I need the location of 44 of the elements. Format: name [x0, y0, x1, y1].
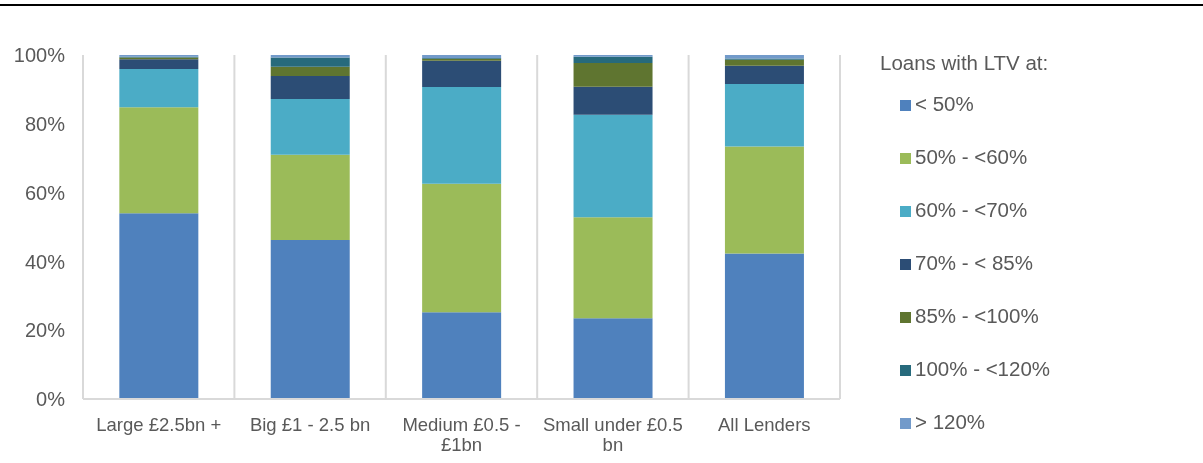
legend-label: 70% - < 85% — [915, 251, 1033, 274]
bar — [724, 83, 804, 147]
y-tick-label: 60% — [24, 181, 66, 204]
x-tick-label: Big £1 - 2.5 bn — [249, 414, 371, 435]
bar — [270, 154, 350, 241]
y-tick-label: 100% — [13, 44, 66, 67]
legend-label: 85% - <100% — [915, 304, 1039, 327]
bar — [573, 114, 653, 218]
bar — [724, 253, 804, 399]
bar — [119, 59, 199, 70]
legend-label: < 50% — [915, 92, 974, 115]
legend-label: 100% - <120% — [915, 357, 1051, 380]
legend-title: Loans with LTV at: — [880, 51, 1049, 75]
x-tick-label: All Lenders — [718, 414, 811, 435]
x-tick-label: Large £2.5bn + — [96, 414, 222, 435]
bar — [724, 59, 804, 66]
bar — [270, 75, 350, 100]
bar — [270, 99, 350, 155]
bar — [573, 86, 653, 115]
bar — [422, 60, 502, 87]
bar — [119, 107, 199, 214]
y-tick-label: 40% — [24, 250, 66, 273]
y-tick-label: 0% — [36, 388, 66, 411]
legend-label: > 120% — [915, 410, 986, 433]
x-tick-label: Medium £0.5 - £1bn — [402, 414, 521, 455]
y-tick-label: 20% — [24, 319, 66, 342]
bar — [724, 65, 804, 84]
bar — [422, 183, 502, 313]
bar — [422, 312, 502, 399]
x-tick-label: Small under £0.5 bn — [542, 414, 683, 455]
y-tick-label: 80% — [24, 112, 66, 135]
bar — [422, 86, 502, 184]
bar — [119, 69, 199, 108]
bar — [573, 217, 653, 319]
bar — [270, 57, 350, 67]
bar — [270, 240, 350, 399]
bar — [270, 66, 350, 76]
legend-label: 50% - <60% — [915, 145, 1028, 168]
bar — [724, 146, 804, 254]
bar — [573, 62, 653, 87]
bar — [573, 318, 653, 399]
bar — [119, 213, 199, 399]
legend-label: 60% - <70% — [915, 198, 1028, 221]
bar — [573, 56, 653, 63]
